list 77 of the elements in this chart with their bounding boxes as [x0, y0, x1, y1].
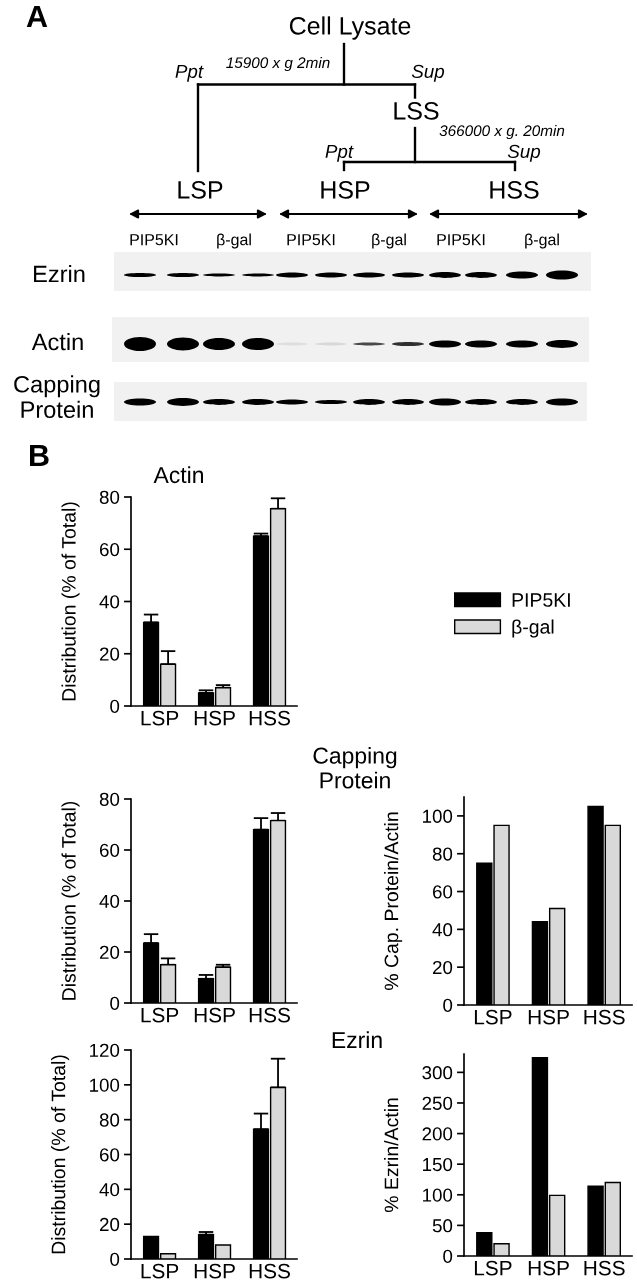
x-tick-label: LSP — [474, 1260, 512, 1276]
y-tick-label: 80 — [99, 490, 120, 504]
text: 15900 x g 2min — [226, 56, 330, 72]
x-tick-label: HSS — [249, 710, 290, 726]
y-tick-label: 40 — [432, 923, 453, 937]
legend-label: β-gal — [512, 619, 554, 638]
y-tick-label: 80 — [99, 1113, 120, 1127]
y-tick-label: 100 — [423, 809, 453, 823]
y-tick-label: 60 — [432, 885, 453, 899]
text: Ezrin — [332, 1031, 382, 1048]
y-tick-label: 50 — [432, 1219, 453, 1233]
x-tick-label: LSP — [141, 710, 179, 726]
y-tick-label: 0 — [443, 1249, 453, 1263]
text: LSS — [394, 102, 439, 120]
y-tick-label: 20 — [99, 1217, 120, 1232]
y-axis-title: Distribution (% of Total) — [61, 801, 80, 1000]
y-tick-label: 20 — [99, 945, 120, 959]
text: Ezrin — [34, 265, 85, 283]
y-tick-label: 0 — [443, 998, 453, 1012]
y-tick-label: 300 — [422, 1066, 453, 1080]
x-tick-label: HSS — [249, 1007, 290, 1023]
x-tick-label: LSP — [141, 1007, 179, 1023]
y-tick-label: 60 — [99, 1148, 120, 1162]
y-axis-title: % Ezrin/Actin — [384, 1098, 399, 1213]
text: Ppt — [175, 64, 204, 82]
text: HSS — [490, 181, 539, 199]
text: 366000 x g. 20min — [439, 124, 565, 140]
text: PIP5KI — [287, 234, 335, 246]
text: A — [26, 5, 48, 27]
text: Ppt — [325, 144, 354, 162]
legend-label: PIP5KI — [512, 593, 570, 607]
y-tick-label: 0 — [110, 1252, 120, 1266]
y-axis-title: % Cap. Protein/Actin — [384, 812, 403, 991]
y-tick-label: 20 — [99, 647, 120, 661]
chart-title: Actin — [153, 466, 203, 484]
text: β-gal — [525, 233, 559, 249]
x-tick-label: LSP — [474, 1009, 512, 1025]
y-tick-label: 60 — [99, 843, 120, 857]
y-tick-label: 20 — [432, 960, 453, 975]
x-tick-label: HSS — [584, 1009, 625, 1025]
y-tick-label: 40 — [99, 595, 120, 609]
y-tick-label: 150 — [423, 1157, 453, 1172]
x-tick-label: HSS — [249, 1263, 290, 1279]
text: β-gal — [217, 233, 251, 249]
y-tick-label: 100 — [423, 1188, 453, 1202]
text: Capping Protein — [14, 375, 100, 419]
y-tick-label: 80 — [432, 847, 453, 861]
y-tick-label: 0 — [110, 996, 120, 1010]
y-tick-label: 0 — [110, 699, 120, 713]
text: Capping Protein — [313, 746, 397, 789]
text: HSP — [321, 181, 370, 199]
y-tick-label: 120 — [90, 1043, 120, 1057]
y-tick-label: 200 — [422, 1127, 453, 1141]
y-tick-label: 100 — [90, 1078, 120, 1092]
y-tick-label: 250 — [422, 1096, 453, 1110]
y-tick-label: 80 — [99, 792, 120, 806]
x-tick-label: LSP — [141, 1263, 179, 1279]
text: B — [30, 444, 49, 466]
y-axis-title: Distribution (% of Total) — [51, 1055, 70, 1254]
text: Sup — [507, 144, 541, 162]
y-tick-label: 60 — [99, 542, 120, 557]
text: PIP5KI — [130, 234, 178, 246]
text: LSP — [178, 181, 223, 199]
x-tick-label: HSS — [584, 1260, 625, 1276]
x-tick-label: HSP — [194, 1263, 235, 1279]
y-tick-label: 40 — [99, 894, 120, 908]
text: β-gal — [372, 233, 406, 249]
x-tick-label: HSP — [528, 1009, 569, 1025]
x-tick-label: HSP — [194, 1007, 235, 1023]
text: Cell Lysate — [289, 16, 411, 40]
x-tick-label: HSP — [528, 1260, 569, 1276]
x-tick-label: HSP — [194, 710, 235, 726]
text: Actin — [31, 333, 83, 351]
text: PIP5KI — [437, 234, 485, 246]
y-axis-title: Distribution (% of Total) — [61, 502, 80, 701]
y-tick-label: 40 — [99, 1183, 120, 1197]
text: Sup — [411, 64, 445, 82]
